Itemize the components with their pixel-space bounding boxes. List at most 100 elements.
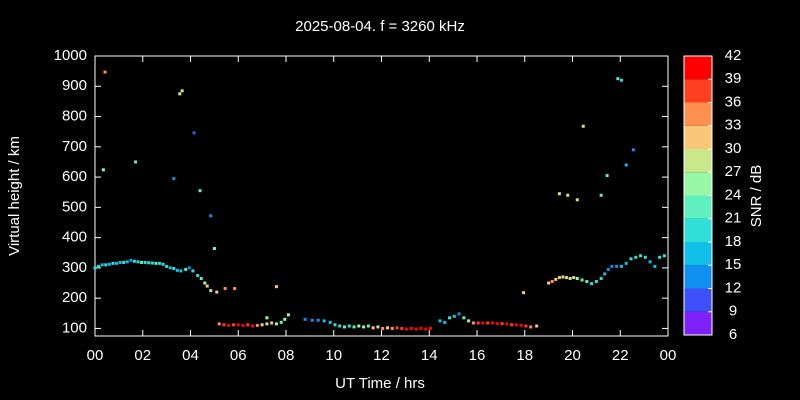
data-point xyxy=(199,276,203,280)
y-tick-label: 500 xyxy=(62,198,87,215)
colorbar-tick-label: 9 xyxy=(729,303,737,320)
data-point xyxy=(385,326,389,330)
data-point xyxy=(270,321,274,325)
data-point xyxy=(643,255,647,259)
data-point xyxy=(93,266,97,270)
colorbar-band xyxy=(684,172,712,196)
data-point xyxy=(111,261,115,265)
data-point xyxy=(561,275,565,279)
x-tick-label: 04 xyxy=(182,347,199,364)
data-point xyxy=(366,324,370,328)
data-point xyxy=(653,264,657,268)
data-point xyxy=(136,260,140,264)
y-tick-label: 400 xyxy=(62,229,87,246)
data-point xyxy=(342,325,346,329)
data-point xyxy=(443,320,447,324)
data-point xyxy=(184,267,188,271)
data-point xyxy=(452,314,456,318)
data-point xyxy=(217,322,221,326)
data-point xyxy=(624,163,628,167)
x-tick-label: 08 xyxy=(278,347,295,364)
data-point xyxy=(599,193,603,197)
colorbar-tick-label: 18 xyxy=(725,233,742,250)
colorbar-tick-label: 42 xyxy=(725,47,742,64)
data-point xyxy=(255,323,259,327)
data-point xyxy=(172,177,176,181)
data-point xyxy=(486,321,490,325)
data-point xyxy=(322,319,326,323)
data-point xyxy=(529,325,533,329)
data-point xyxy=(371,326,375,330)
x-tick-label: 20 xyxy=(564,347,581,364)
y-tick-label: 700 xyxy=(62,138,87,155)
data-point xyxy=(97,264,101,268)
colorbar-band xyxy=(684,265,712,289)
data-point xyxy=(333,323,337,327)
data-point xyxy=(107,262,111,266)
colorbar-band xyxy=(684,125,712,149)
data-point xyxy=(424,327,428,331)
data-point xyxy=(615,264,619,268)
colorbar-tick-label: 33 xyxy=(725,117,742,134)
data-point xyxy=(231,323,235,327)
data-point xyxy=(165,264,169,268)
colorbar-tick-label: 21 xyxy=(725,210,742,227)
data-point xyxy=(554,277,558,281)
x-tick-label: 06 xyxy=(230,347,247,364)
data-point xyxy=(179,269,183,273)
data-point xyxy=(616,77,620,81)
data-point xyxy=(575,198,579,202)
data-point xyxy=(462,316,466,320)
x-axis-label: UT Time / hrs xyxy=(335,375,425,392)
data-point xyxy=(495,322,499,326)
data-point xyxy=(129,258,133,262)
data-point xyxy=(547,281,551,285)
data-point xyxy=(414,327,418,331)
colorbar-tick-label: 30 xyxy=(725,140,742,157)
data-point xyxy=(212,247,216,251)
data-point xyxy=(172,266,176,270)
colorbar-band xyxy=(684,149,712,173)
data-point xyxy=(122,260,126,264)
data-point xyxy=(286,313,290,317)
data-point xyxy=(227,323,231,327)
data-point xyxy=(241,323,245,327)
x-tick-label: 16 xyxy=(469,347,486,364)
data-point xyxy=(265,322,269,326)
data-point xyxy=(187,266,191,270)
data-point xyxy=(338,324,342,328)
x-tick-label: 22 xyxy=(612,347,629,364)
data-point xyxy=(581,124,585,128)
colorbar-band xyxy=(684,242,712,266)
data-point xyxy=(662,254,666,258)
data-point xyxy=(658,255,662,259)
data-point xyxy=(648,260,652,264)
data-point xyxy=(535,324,539,328)
data-point xyxy=(316,318,320,322)
data-point xyxy=(132,259,136,263)
colorbar-tick-label: 36 xyxy=(725,93,742,110)
data-point xyxy=(610,264,614,268)
data-point xyxy=(196,273,200,277)
data-point xyxy=(629,257,633,261)
data-point xyxy=(619,264,623,268)
data-point xyxy=(631,148,635,152)
data-point xyxy=(599,276,603,280)
data-point xyxy=(154,261,158,265)
data-point xyxy=(471,321,475,325)
colorbar-tick-label: 6 xyxy=(729,326,737,343)
data-point xyxy=(603,272,607,276)
data-point xyxy=(568,276,572,280)
data-point xyxy=(265,316,269,320)
data-point xyxy=(178,92,182,96)
data-point xyxy=(524,324,528,328)
data-point xyxy=(303,317,307,321)
data-point xyxy=(500,322,504,326)
data-point xyxy=(157,261,161,265)
data-point xyxy=(476,321,480,325)
data-point xyxy=(448,316,452,320)
colorbar-tick-label: 15 xyxy=(725,256,742,273)
data-point xyxy=(634,255,638,259)
colorbar-band xyxy=(684,56,712,80)
colorbar-band xyxy=(684,288,712,312)
